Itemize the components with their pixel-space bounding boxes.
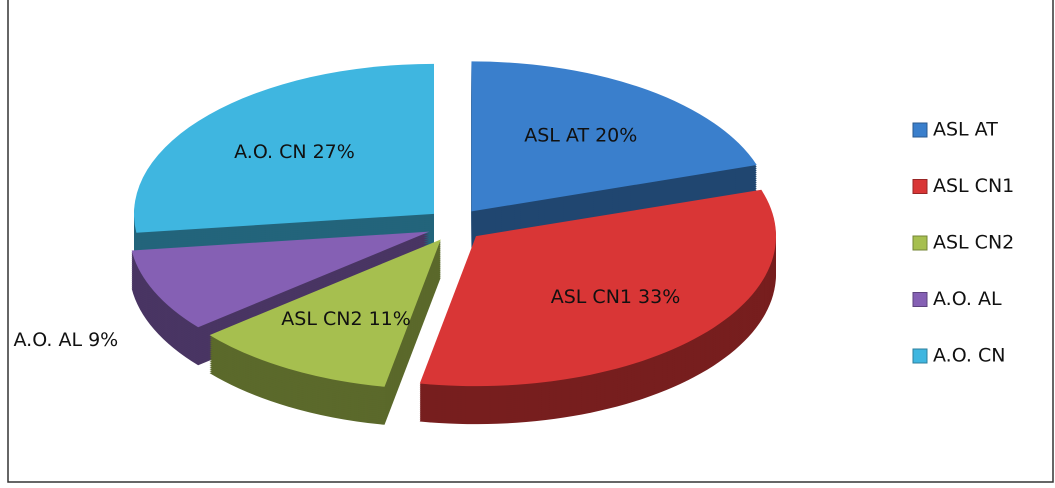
pie-slice [131,231,430,328]
legend-swatch [912,348,928,364]
data-label: A.O. CN 27% [234,141,355,163]
legend-swatch [912,235,928,251]
legend-label: ASL CN2 [933,232,1014,254]
pie-slice [471,61,757,212]
legend-label: ASL AT [933,119,998,141]
pie-slice [133,63,434,233]
legend-label: ASL CN1 [933,175,1014,197]
data-label: ASL AT 20% [524,125,637,147]
legend-swatch [912,292,928,307]
legend-label: A.O. AL [933,288,1002,310]
data-label: ASL CN1 33% [551,286,681,308]
data-label: A.O. AL 9% [14,329,119,351]
legend-swatch [912,122,928,138]
pie-slice [209,239,441,387]
pie-slice [419,189,777,387]
chart-frame [7,0,1054,483]
data-label: ASL CN2 11% [281,308,411,330]
legend-label: A.O. CN [933,345,1005,367]
legend-swatch [912,179,928,194]
